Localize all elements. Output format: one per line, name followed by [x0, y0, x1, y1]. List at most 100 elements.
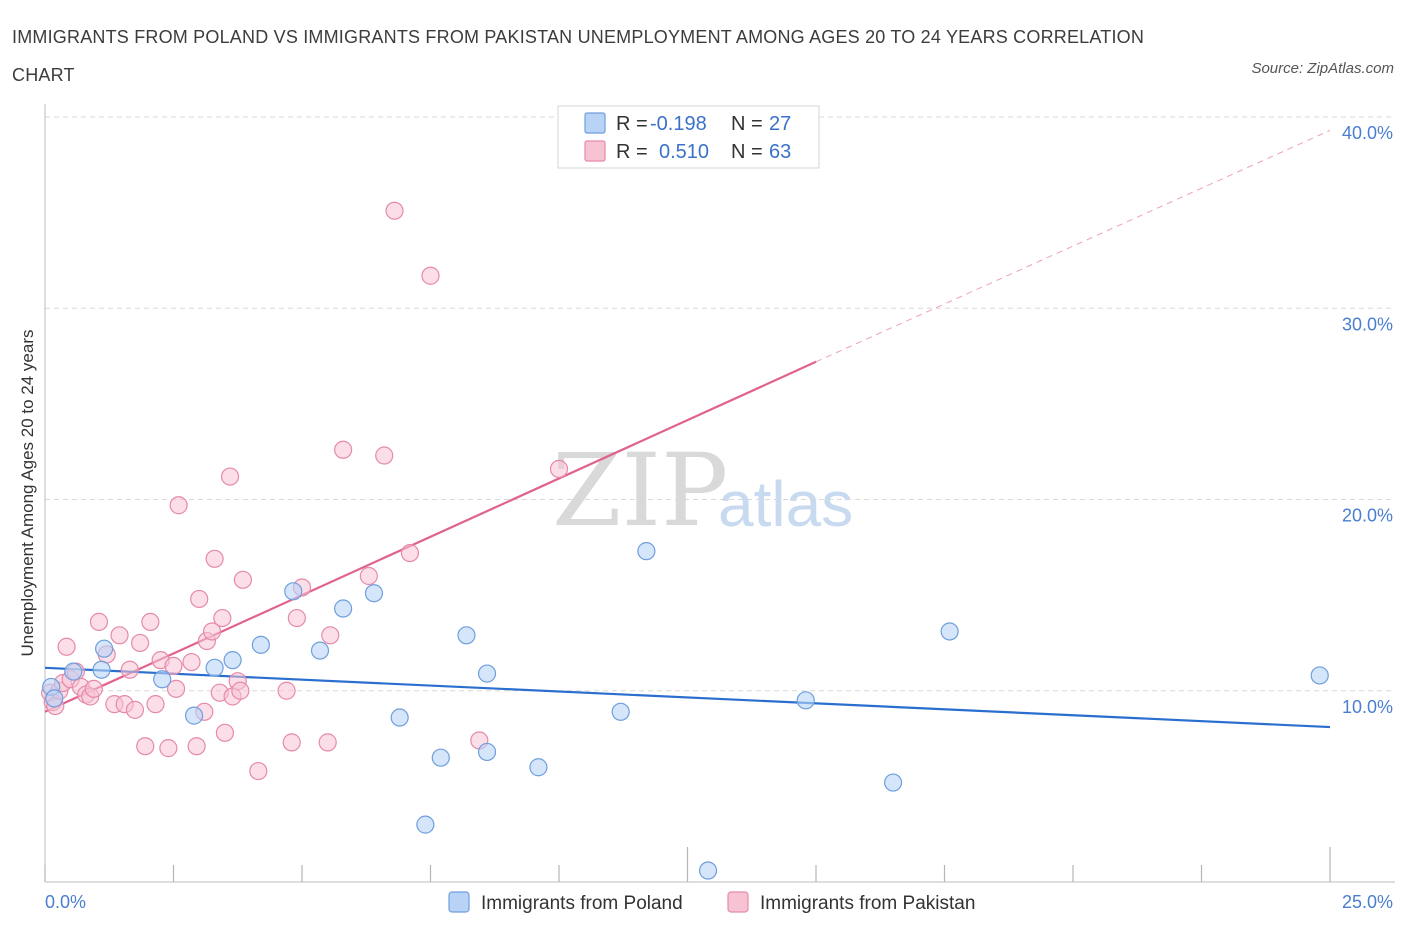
bottom-legend-poland-label: Immigrants from Poland	[481, 893, 683, 914]
poland-point	[364, 584, 384, 603]
pakistan-point	[231, 681, 250, 700]
poland-point	[477, 664, 497, 683]
y-tick-label-40: 40.0%	[1342, 123, 1393, 143]
pakistan-point	[89, 612, 109, 632]
bottom-legend-poland-swatch	[448, 891, 470, 913]
poland-point	[205, 658, 224, 677]
pakistan-point	[120, 660, 139, 679]
pakistan-point	[146, 695, 165, 714]
y-tick-label-20: 20.0%	[1342, 506, 1393, 526]
legend-poland-swatch	[584, 112, 606, 134]
pakistan-point	[249, 761, 268, 781]
legend-pakistan-n-value: 63	[769, 141, 791, 163]
scatter-points	[41, 201, 1329, 880]
pakistan-point	[385, 201, 404, 220]
watermark-zip: ZIP	[552, 432, 728, 549]
poland-point	[284, 582, 303, 601]
pakistan-point	[213, 608, 232, 628]
poland-point	[334, 599, 353, 618]
pakistan-point	[125, 700, 145, 719]
chart-title: IMMIGRANTS FROM POLAND VS IMMIGRANTS FRO…	[12, 27, 1145, 85]
pakistan-point	[375, 446, 394, 465]
poland-point	[416, 815, 435, 834]
pakistan-point	[334, 440, 353, 459]
pakistan-trend-line	[44, 360, 817, 713]
legend-pakistan-r-value: 0.510	[659, 141, 709, 163]
poland-point	[883, 773, 903, 792]
pakistan-point	[321, 626, 340, 645]
legend-pakistan-swatch	[584, 140, 606, 162]
y-axis-title: Unemployment Among Ages 20 to 24 years	[18, 330, 37, 657]
pakistan-point	[277, 681, 296, 700]
poland-point	[698, 861, 718, 880]
trend-lines	[44, 129, 1331, 729]
pakistan-point	[220, 467, 240, 486]
x-tick-label-max: 25.0%	[1342, 892, 1393, 912]
pakistan-point	[169, 496, 188, 515]
pakistan-point	[359, 566, 378, 586]
pakistan-point	[164, 656, 183, 675]
pakistan-point	[136, 737, 155, 756]
poland-point	[390, 708, 409, 727]
pakistan-point	[549, 459, 569, 478]
poland-point	[310, 641, 330, 660]
series-legend: Immigrants from Poland Immigrants from P…	[448, 891, 975, 914]
legend-poland-r-value: -0.198	[650, 113, 707, 135]
pakistan-point	[141, 612, 160, 632]
poland-point	[457, 626, 476, 645]
axes	[44, 104, 1395, 883]
x-tick-label-min: 0.0%	[45, 892, 86, 912]
pakistan-point	[400, 543, 420, 563]
poland-point	[431, 748, 450, 767]
pakistan-point	[159, 739, 178, 758]
gridlines	[45, 116, 1395, 692]
poland-point	[92, 660, 111, 679]
pakistan-point	[190, 589, 209, 609]
poland-point	[153, 670, 172, 689]
pakistan-point	[110, 626, 129, 645]
poland-point	[45, 689, 64, 708]
poland-point	[477, 742, 497, 762]
pakistan-point	[182, 652, 201, 672]
poland-point	[637, 542, 656, 561]
pakistan-point	[318, 733, 337, 752]
pakistan-point	[202, 622, 222, 641]
poland-trend-line	[44, 666, 1331, 729]
legend-pakistan-n-label: N =	[731, 141, 763, 163]
y-tick-labels: 10.0% 20.0% 30.0% 40.0%	[1342, 123, 1393, 717]
y-tick-label-10: 10.0%	[1342, 697, 1393, 717]
bottom-legend-pakistan-label: Immigrants from Pakistan	[760, 893, 975, 914]
correlation-legend: R = -0.198 N = 27 R = 0.510 N = 63	[557, 105, 820, 169]
pakistan-point	[215, 723, 234, 742]
pakistan-point	[205, 549, 224, 568]
pakistan-point	[282, 733, 301, 752]
pakistan-point	[130, 633, 150, 653]
pakistan-point	[421, 266, 440, 285]
poland-point	[184, 706, 204, 725]
legend-poland-n-label: N =	[731, 113, 763, 135]
poland-point	[529, 758, 548, 777]
legend-poland-r-label: R =	[616, 113, 648, 135]
legend-poland-n-value: 27	[769, 113, 791, 135]
pakistan-trend-extension	[815, 129, 1331, 363]
pakistan-point	[166, 679, 186, 698]
poland-point	[940, 622, 959, 641]
pakistan-point	[287, 608, 306, 628]
pakistan-point	[57, 637, 76, 656]
poland-point	[95, 639, 114, 658]
poland-point	[251, 635, 270, 654]
legend-pakistan-r-label: R =	[616, 141, 648, 163]
pakistan-point	[233, 570, 252, 589]
source-label: Source: ZipAtlas.com	[1251, 60, 1394, 77]
bottom-legend-pakistan-swatch	[727, 891, 749, 913]
poland-point	[1310, 666, 1329, 685]
pakistan-point	[187, 737, 206, 756]
poland-point	[64, 662, 83, 681]
poland-point	[796, 691, 815, 710]
watermark-atlas: atlas	[718, 468, 853, 540]
poland-point	[223, 651, 242, 670]
y-tick-label-30: 30.0%	[1342, 314, 1393, 334]
poland-point	[611, 702, 630, 721]
pakistan-point	[84, 679, 103, 698]
